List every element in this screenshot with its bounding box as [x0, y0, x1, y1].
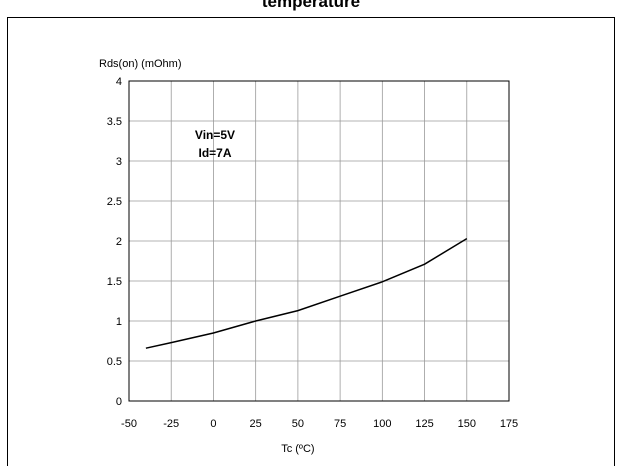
x-tick-label-8: 150 — [458, 418, 476, 430]
y-tick-label-4: 2 — [116, 236, 122, 248]
y-tick-label-6: 3 — [116, 156, 122, 168]
y-tick-label-3: 1.5 — [107, 276, 122, 288]
x-tick-label-3: 25 — [250, 418, 262, 430]
x-axis-title: Tc (ºC) — [281, 443, 314, 455]
y-axis-title: Rds(on) (mOhm) — [99, 58, 182, 70]
y-tick-label-2: 1 — [116, 316, 122, 328]
y-tick-label-1: 0.5 — [107, 356, 122, 368]
plot-border — [128, 80, 510, 402]
annotation-vin: Vin=5V — [195, 128, 235, 142]
x-tick-label-7: 125 — [415, 418, 433, 430]
x-tick-label-0: -50 — [121, 418, 137, 430]
y-tick-labels: 0 0.5 1 1.5 2 2.5 3 3.5 4 — [107, 76, 122, 408]
x-tick-labels: -50 -25 0 25 50 75 100 125 150 175 — [121, 418, 518, 430]
x-tick-label-9: 175 — [500, 418, 518, 430]
chart-grid — [128, 80, 510, 402]
x-tick-label-6: 100 — [373, 418, 391, 430]
x-tick-label-5: 75 — [334, 418, 346, 430]
x-tick-label-2: 0 — [210, 418, 216, 430]
y-tick-label-7: 3.5 — [107, 116, 122, 128]
x-tick-label-1: -25 — [163, 418, 179, 430]
y-tick-label-8: 4 — [116, 76, 122, 88]
y-tick-label-5: 2.5 — [107, 196, 122, 208]
x-tick-label-4: 50 — [292, 418, 304, 430]
page-heading: temperature — [261, 0, 361, 11]
annotation-id: Id=7A — [198, 146, 231, 160]
figure-frame — [7, 17, 615, 466]
series-line — [145, 237, 468, 349]
y-tick-label-0: 0 — [116, 396, 122, 408]
